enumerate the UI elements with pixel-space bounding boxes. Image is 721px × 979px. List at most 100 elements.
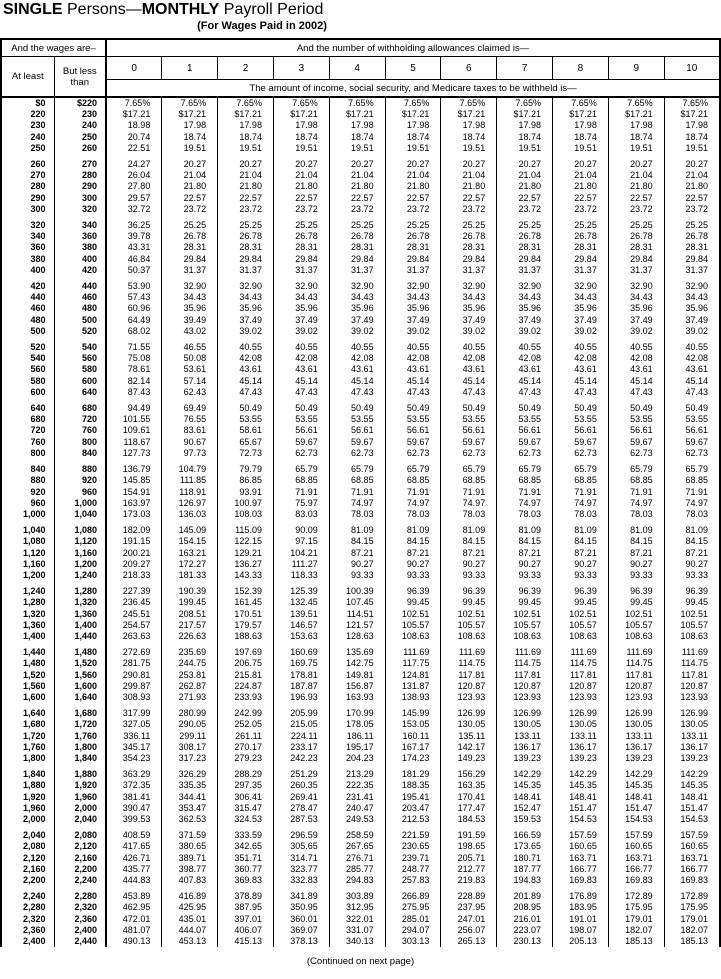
tax-value-cell: 228.89 [440,891,498,903]
tax-value-cell: 78.03 [685,508,708,519]
gap-cell [273,642,330,648]
tax-value-cell: 31.37 [161,264,219,277]
wage-at-least: 420 [1,281,55,293]
tax-value-cell: 29.84 [385,253,442,265]
gap-cell [161,215,219,221]
tax-value-cell: 90.27 [496,558,554,570]
tax-value-cell: 133.11 [496,730,554,742]
table-row: 2,320 2,360 472.01 435.01 397.01 360.01 322.01… [1,913,720,925]
wage-at-least: 290 [1,192,55,204]
tax-value-cell: 84.15 [329,536,386,548]
wage-but-less-than: 800 [54,436,108,448]
tax-value-cell: 65.79 [496,464,554,476]
tax-value-cell: 378.13 [273,936,330,948]
tax-value-cell: 130.05 [608,719,665,731]
tax-value-cell: 102.51 [385,608,442,620]
tax-value-cell: 21.80 [385,181,442,193]
tax-value-cell: 99.45 [440,597,498,609]
gap-cell [54,764,108,770]
table-row: 720 760 109.61 83.61 58.61 56.61 56.61 56.61 56.… [1,425,720,437]
tax-value-cell: 35.96 [440,303,498,315]
tax-value-cell: 43.61 [273,364,330,376]
tax-value-cell: 37.49 [608,314,665,326]
tax-value-cell: 81.09 [329,525,386,537]
tax-value-cell: 32.90 [440,281,498,293]
tax-value-cell: 40.55 [496,342,554,354]
tax-value-cell: 35.96 [385,303,442,315]
tax-value-cell: 191.15 [106,536,163,548]
gap-cell [440,459,498,465]
tax-value-cell: 163.21 [161,547,219,559]
tax-value-cell: 212.77 [440,863,498,875]
tax-value-cell: 258.59 [329,830,386,842]
tax-value-cell: 20.27 [608,159,665,171]
tax-value-cell: 342.65 [217,841,274,853]
tax-value-cell: 120.87 [608,680,665,692]
gap-cell [440,825,498,831]
wage-at-least: 270 [1,170,55,182]
tax-value-cell: 62.73 [329,447,386,460]
tax-value-cell: 25.25 [685,220,708,231]
table-row: 290 300 29.57 22.57 22.57 22.57 22.57 22.57 22.5… [1,192,720,204]
wage-but-less-than: 1,440 [54,630,108,643]
tax-value-cell: 312.95 [329,902,386,914]
tax-value-cell: 22.57 [217,192,274,204]
tax-value-cell: 19.51 [685,142,708,153]
group-gap-row [1,642,720,648]
tax-value-cell: 111.69 [681,647,708,658]
tax-value-cell: 120.87 [440,680,498,692]
tax-value-cell: 39.78 [106,231,163,243]
table-row: 1,320 1,360 245.51 208.51 170.51 139.51 114.51… [1,608,720,620]
wage-but-less-than: 230 [54,109,108,121]
tax-value-cell: 224.11 [273,730,330,742]
tax-value-cell: 360.77 [217,863,274,875]
tax-value-cell: 59.67 [552,436,609,448]
tax-value-cell: 275.95 [385,902,442,914]
tax-value-cell: 56.61 [273,425,330,437]
tax-value-cell: 17.98 [217,120,274,132]
tax-value-cell: 111.69 [496,647,554,659]
tax-value-cell: 32.90 [552,281,609,293]
tax-value-cell: 160.65 [680,841,708,852]
tax-value-cell: 26.78 [329,231,386,243]
tax-value-cell: 490.13 [106,936,163,948]
wage-at-least: 2,040 [1,830,55,842]
gap-cell [1,703,55,709]
tax-value-cell: 42.08 [217,353,274,365]
tax-value-cell: 84.15 [385,536,442,548]
tax-value-cell: 139.23 [608,752,665,765]
tax-value-cell: 31.37 [385,264,442,277]
wage-at-least: 760 [1,436,55,448]
gap-cell [552,398,609,404]
tax-value-cell: 59.67 [273,436,330,448]
tax-value-cell: 118.33 [273,569,330,582]
gap-cell [608,642,665,648]
tax-value-cell: 84.15 [608,536,665,548]
tax-value-cell: 126.99 [680,708,708,719]
tax-value-cell: 78.03 [329,508,386,521]
tax-value-cell: 160.11 [385,730,442,742]
tax-value-cell: 108.63 [496,630,554,643]
wage-but-less-than: 340 [54,220,108,232]
tax-value-cell: 142.29 [680,769,708,780]
at-least-header: At least [1,56,55,98]
tax-value-cell: 29.84 [273,253,330,265]
gap-cell [496,886,554,892]
tax-value-cell: 115.09 [217,525,274,537]
tax-value-cell: 45.14 [685,375,708,386]
tax-value-cell: 177.47 [440,802,498,814]
table-row: 2,240 2,280 453.89 416.89 378.89 341.89 303.89… [1,891,720,903]
table-row: 520 540 71.55 46.55 40.55 40.55 40.55 40.55 40.5… [1,342,720,354]
table-row: 800 840 127.73 97.73 72.73 62.73 62.73 62.73 62.… [1,447,720,460]
table-row: 600 640 87.43 62.43 47.43 47.43 47.43 47.43 47.4… [1,386,720,399]
gap-cell [496,398,554,404]
tax-value-cell: 157.59 [680,830,708,841]
gap-cell [161,581,219,587]
gap-cell [385,520,442,526]
wage-at-least: 540 [1,353,55,365]
wage-but-less-than: 420 [54,264,108,277]
tax-value-cell: 154.53 [552,813,609,826]
gap-cell [608,459,665,465]
tax-value-cell: 43.61 [608,364,665,376]
tax-value-cell: 47.43 [329,386,386,399]
